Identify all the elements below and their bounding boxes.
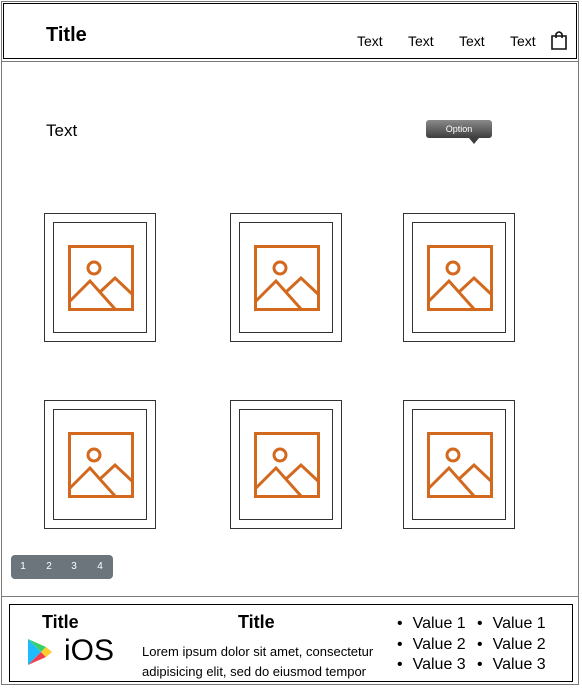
image-frame xyxy=(239,409,333,520)
image-card-3[interactable] xyxy=(403,213,515,342)
image-frame xyxy=(53,222,147,333)
value-list-2: Value 1 Value 2 Value 3 xyxy=(477,614,546,676)
footer xyxy=(9,604,573,682)
nav-link-1[interactable]: Text xyxy=(357,33,383,49)
image-card-4[interactable] xyxy=(44,400,156,529)
image-frame xyxy=(412,409,506,520)
image-placeholder-icon xyxy=(254,432,320,498)
description-line-1: Lorem ipsum dolor sit amet, consectetur xyxy=(142,644,374,659)
option-tooltip[interactable]: Option xyxy=(426,120,492,138)
footer-center-title: Title xyxy=(238,612,275,632)
page-4[interactable]: 4 xyxy=(97,561,103,572)
page-2[interactable]: 2 xyxy=(46,561,52,572)
page-title: Title xyxy=(46,24,87,46)
image-placeholder-icon xyxy=(254,245,320,311)
shopping-bag-icon[interactable] xyxy=(550,30,568,50)
pagination: 1 2 3 4 xyxy=(11,555,113,579)
page-1[interactable]: 1 xyxy=(20,561,26,572)
image-card-5[interactable] xyxy=(230,400,342,529)
list-item: Value 1 xyxy=(397,614,466,635)
image-frame xyxy=(412,222,506,333)
image-card-1[interactable] xyxy=(44,213,156,342)
description-line-2: adipisicing elit, sed do eiusmod tempor xyxy=(142,664,367,679)
list-item: Value 3 xyxy=(397,655,466,676)
footer-divider xyxy=(1,596,579,597)
section-label: Text xyxy=(46,121,78,140)
value-list-1: Value 1 Value 2 Value 3 xyxy=(397,614,466,676)
nav-link-2[interactable]: Text xyxy=(408,33,434,49)
list-item: Value 3 xyxy=(477,655,546,676)
list-item: Value 2 xyxy=(477,635,546,656)
header: Title Text Text Text Text xyxy=(3,3,577,59)
image-placeholder-icon xyxy=(68,245,134,311)
image-card-2[interactable] xyxy=(230,213,342,342)
nav-link-3[interactable]: Text xyxy=(459,33,485,49)
google-play-icon[interactable] xyxy=(27,638,53,666)
list-item: Value 2 xyxy=(397,635,466,656)
ios-label[interactable]: iOS xyxy=(64,634,115,667)
footer-description: Lorem ipsum dolor sit amet, consectetur … xyxy=(142,642,392,682)
list-item: Value 1 xyxy=(477,614,546,635)
image-card-6[interactable] xyxy=(403,400,515,529)
image-frame xyxy=(239,222,333,333)
page-3[interactable]: 3 xyxy=(71,561,77,572)
image-placeholder-icon xyxy=(427,432,493,498)
image-frame xyxy=(53,409,147,520)
image-placeholder-icon xyxy=(68,432,134,498)
header-divider xyxy=(1,61,579,62)
nav-link-4[interactable]: Text xyxy=(510,33,536,49)
tooltip-arrow xyxy=(469,138,479,144)
footer-left-title: Title xyxy=(42,612,79,632)
image-placeholder-icon xyxy=(427,245,493,311)
